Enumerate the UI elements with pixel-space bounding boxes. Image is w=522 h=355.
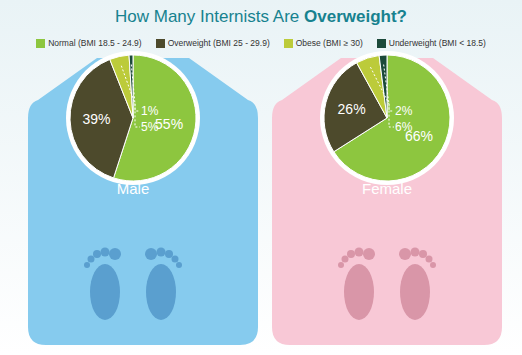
svg-text:66%: 66% [405,127,433,144]
svg-text:1%: 1% [141,104,159,118]
html-text:Obese (BMI ≥ 30): Obese (BMI ≥ 30) [295,38,363,48]
svg-text:6%: 6% [395,120,413,134]
svg-text:2%: 2% [395,104,413,118]
html-text:Normal (BMI 18.5 - 24.9): Normal (BMI 18.5 - 24.9) [48,38,142,48]
svg-text:39%: 39% [82,111,110,127]
html-text:Female: Female [362,180,412,197]
html-text:Overweight (BMI 25 - 29.9): Overweight (BMI 25 - 29.9) [167,38,270,48]
svg-text:55%: 55% [155,116,183,132]
html-text:Male: Male [116,180,150,197]
html-text:Underweight (BMI < 18.5): Underweight (BMI < 18.5) [388,38,486,48]
svg-text:5%: 5% [141,120,159,134]
html-text:How Many Internists Are Overwe: How Many Internists Are Overweight? [115,7,407,26]
svg-text:26%: 26% [338,101,366,117]
